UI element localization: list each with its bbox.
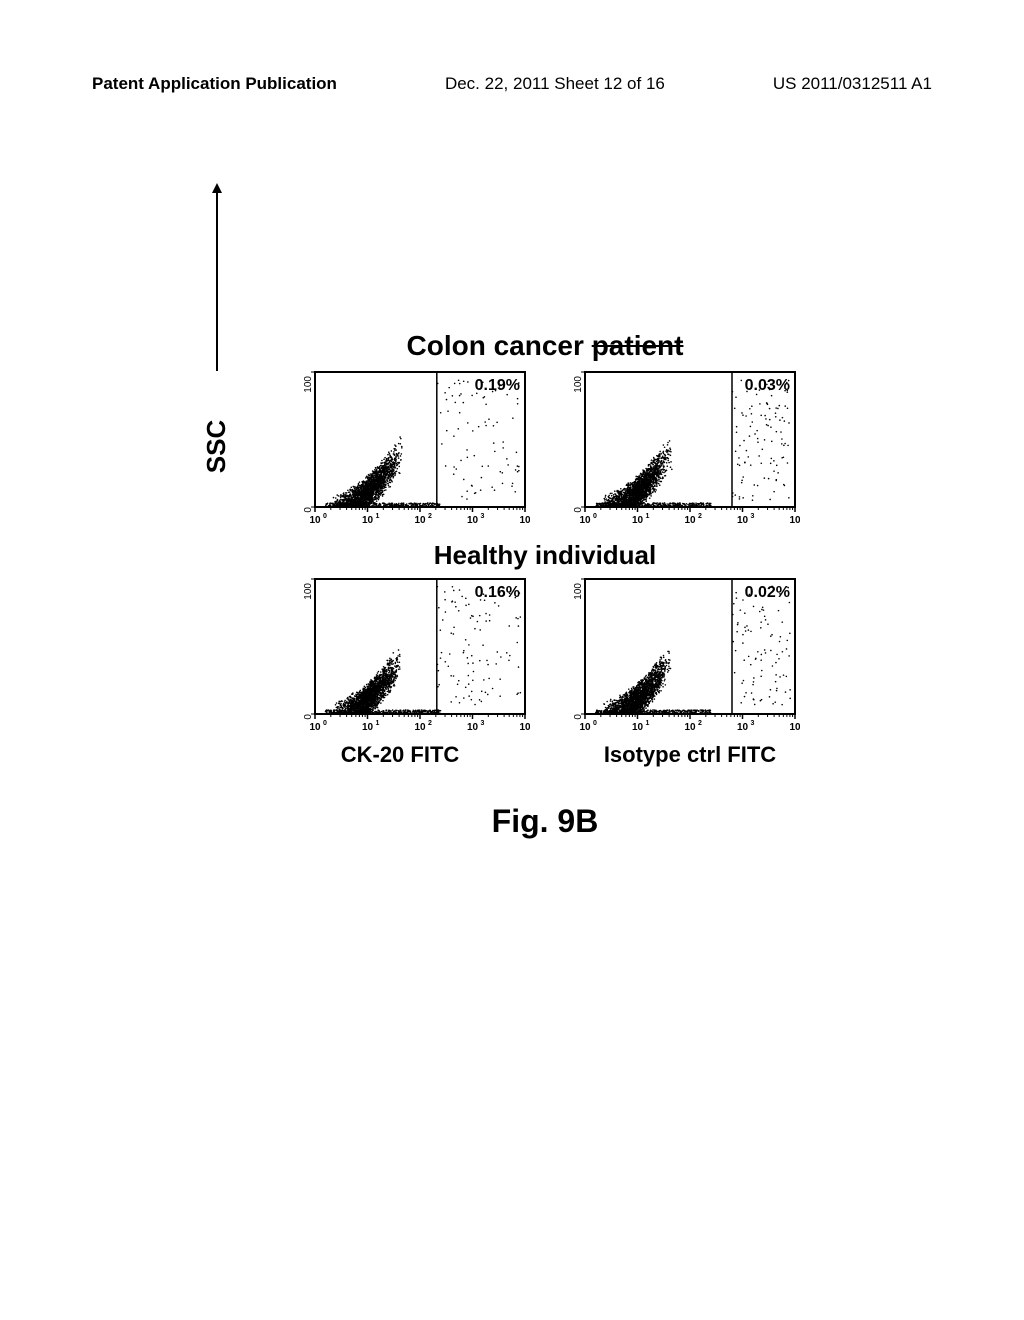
svg-text:1: 1 — [376, 513, 380, 520]
plot-bottom-left: 0.16%1000100101102103104 — [290, 574, 530, 739]
svg-text:2: 2 — [428, 513, 432, 520]
title-top: Colon cancer patient — [220, 330, 820, 362]
x-label-left: CK-20 FITC — [280, 742, 520, 768]
x-axis-labels: CK-20 FITC Isotype ctrl FITC — [220, 742, 820, 768]
plot-row-bottom: 0.16%1000100101102103104 0.02%1000100101… — [220, 574, 820, 739]
svg-text:100: 100 — [303, 376, 314, 393]
arrow-head-icon — [212, 183, 222, 193]
svg-text:0: 0 — [323, 513, 327, 520]
plot-row-top: 0.19%1000100101102103104 0.03%1000100101… — [220, 367, 820, 532]
svg-text:10: 10 — [362, 515, 374, 526]
svg-text:10: 10 — [414, 515, 426, 526]
plot-bottom-right: 0.02%1000100101102103104 — [560, 574, 800, 739]
x-label-right: Isotype ctrl FITC — [570, 742, 810, 768]
scatter-plot: 0.16%1000100101102103104 — [290, 574, 530, 739]
svg-text:10: 10 — [467, 515, 479, 526]
header-right: US 2011/0312511 A1 — [773, 74, 932, 94]
figure-caption: Fig. 9B — [220, 803, 820, 840]
scatter-plot: 0.19%1000100101102103104 — [290, 367, 530, 532]
plot-top-right: 0.03%1000100101102103104 — [560, 367, 800, 532]
svg-text:3: 3 — [481, 513, 485, 520]
header-left: Patent Application Publication — [92, 74, 337, 94]
svg-text:10: 10 — [309, 515, 321, 526]
plot-top-left: 0.19%1000100101102103104 — [290, 367, 530, 532]
arrow-line — [216, 191, 218, 371]
title-top-strike: patient — [592, 330, 684, 361]
title-top-prefix: Colon cancer — [407, 330, 592, 361]
header-center: Dec. 22, 2011 Sheet 12 of 16 — [445, 74, 665, 94]
figure-container: Colon cancer patient 0.19%10001001011021… — [220, 330, 820, 840]
svg-text:0.19%: 0.19% — [475, 377, 520, 394]
svg-text:10: 10 — [519, 515, 530, 526]
scatter-plot: 0.03%1000100101102103104 — [560, 367, 800, 532]
title-middle: Healthy individual — [220, 540, 820, 571]
page-header: Patent Application Publication Dec. 22, … — [0, 74, 1024, 94]
scatter-plot: 0.02%1000100101102103104 — [560, 574, 800, 739]
